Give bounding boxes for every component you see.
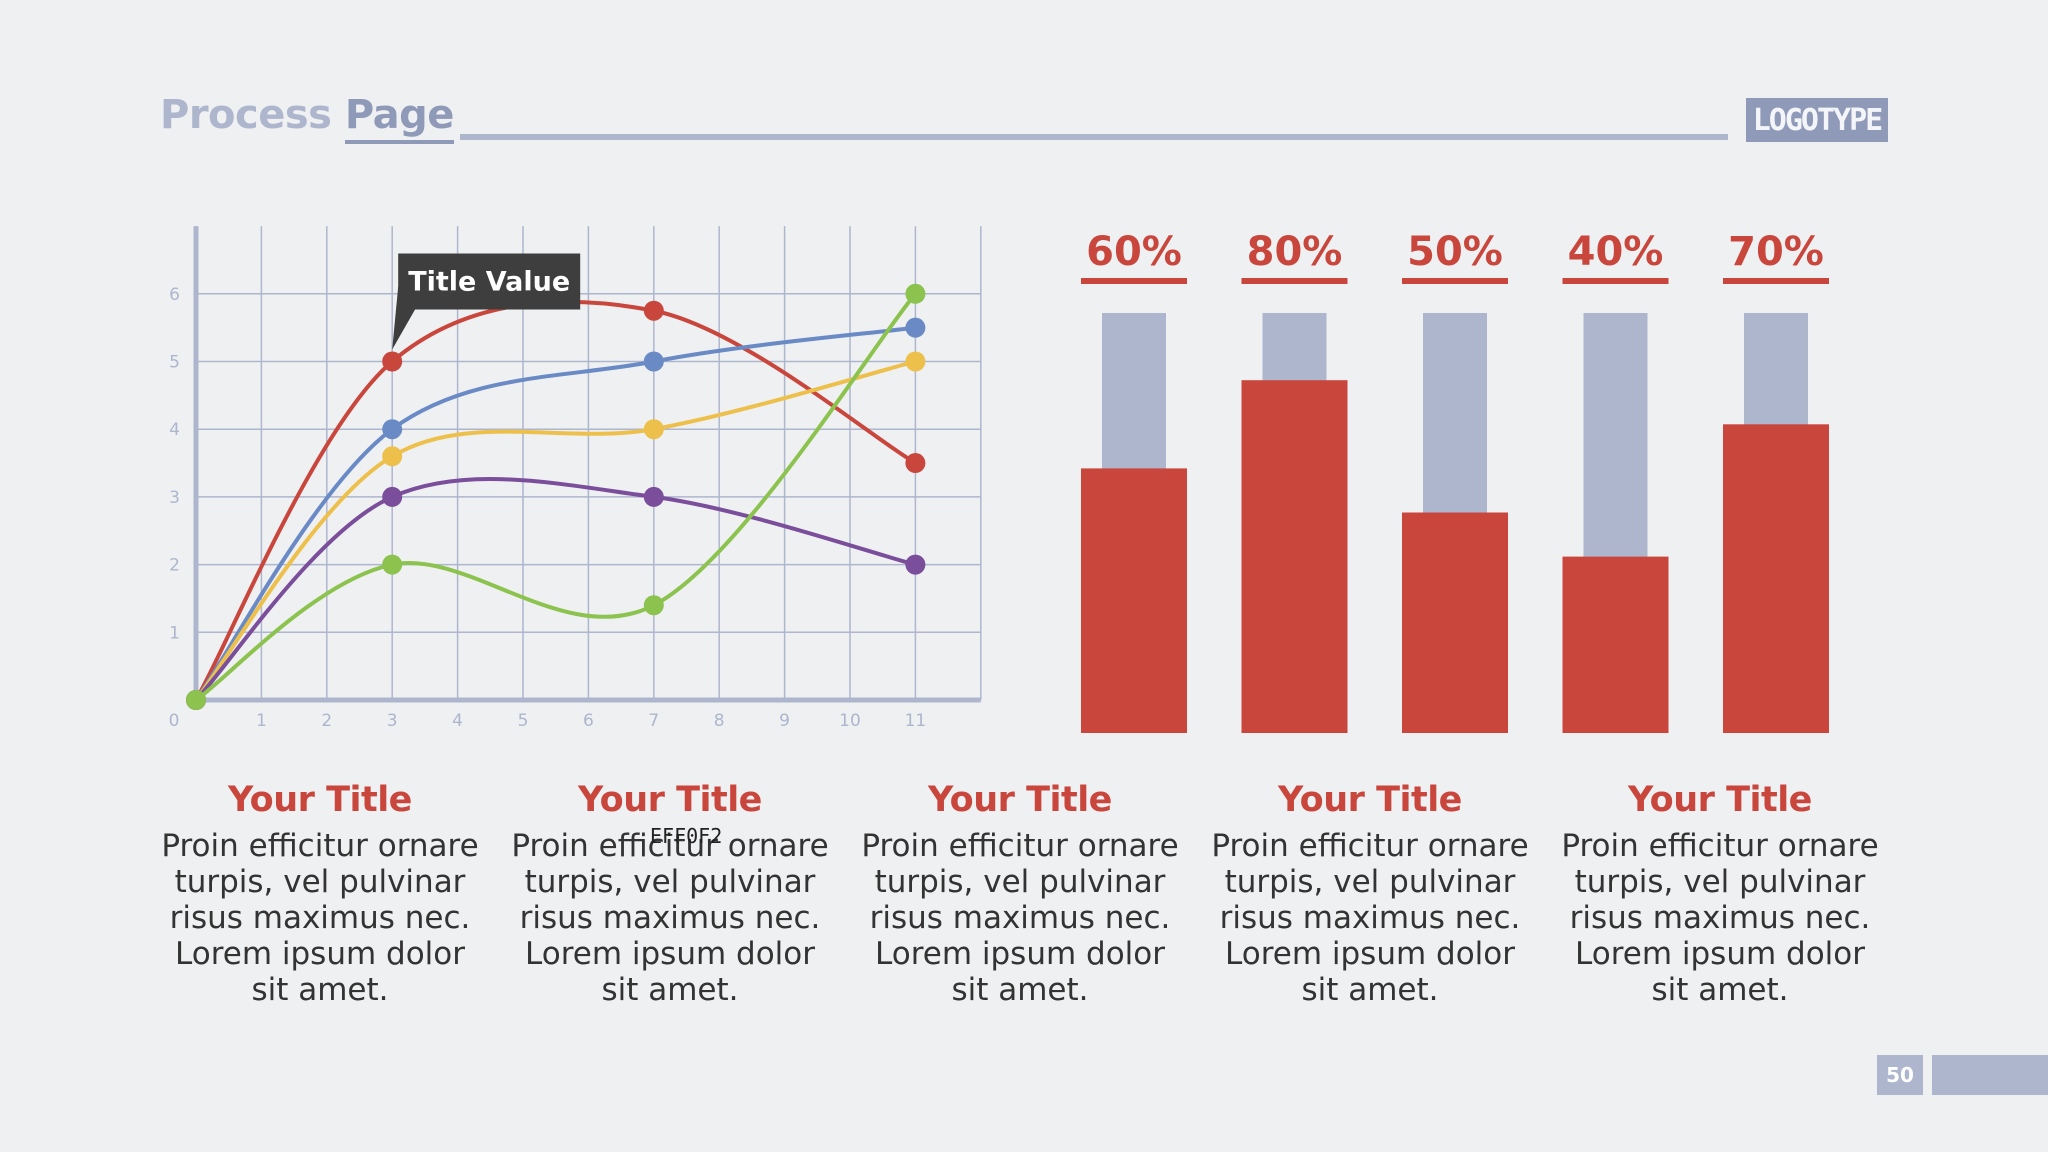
data-point [382, 486, 403, 507]
x-tick-label: 1 [256, 711, 267, 731]
info-cards: Your Title Proin efficitur ornare turpis… [145, 780, 1895, 1008]
page-number-bar [1932, 1055, 2048, 1095]
bar-value-label: 70% [1728, 229, 1824, 275]
series-2 [186, 317, 926, 710]
bar [1081, 468, 1187, 733]
y-tick-label: 2 [169, 556, 180, 576]
page-title: Process Page [160, 92, 454, 144]
data-point [382, 446, 403, 467]
y-tick-label: 5 [169, 353, 180, 373]
y-tick-label: 4 [169, 420, 180, 440]
bar [1562, 556, 1669, 733]
card-text: Proin efficitur ornare turpis, vel pulvi… [511, 828, 829, 1008]
data-point [905, 554, 926, 575]
x-tick-label: 9 [779, 711, 790, 731]
x-tick-label: 2 [321, 711, 332, 731]
stray-color-label: EFF0F2 [650, 824, 723, 848]
bar-value-label: 80% [1247, 229, 1343, 275]
series-3 [186, 351, 926, 710]
y-tick-label: 3 [169, 488, 180, 508]
header-rule [460, 134, 1728, 140]
card-title: Your Title [1278, 780, 1462, 820]
bar-label-underline [1723, 278, 1829, 284]
data-point [905, 453, 926, 474]
card-text: Proin efficitur ornare turpis, vel pulvi… [1561, 828, 1879, 1008]
y-tick-label: 1 [169, 623, 180, 643]
logo: LOGOTYPE [1746, 98, 1888, 142]
info-card: Your Title Proin efficitur ornare turpis… [495, 780, 845, 1008]
bar-value-label: 40% [1568, 229, 1664, 275]
info-card: Your Title Proin efficitur ornare turpis… [1545, 780, 1895, 1008]
info-card: Your Title Proin efficitur ornare turpis… [845, 780, 1195, 1008]
x-tick-label: 7 [648, 711, 659, 731]
series-line [194, 477, 918, 702]
bar-group: 80% [1241, 229, 1348, 733]
data-point [382, 554, 403, 575]
card-title: Your Title [928, 780, 1112, 820]
bar-value-label: 50% [1407, 229, 1503, 275]
data-point [905, 283, 926, 304]
data-point [186, 690, 206, 710]
bar-chart: 60% 80% 50% 40% 70% [1081, 229, 1829, 733]
bar-group: 60% [1081, 229, 1187, 733]
series-5 [186, 283, 926, 710]
data-point [382, 419, 403, 440]
bar-label-underline [1562, 278, 1669, 284]
data-point [643, 419, 664, 440]
card-title: Your Title [1628, 780, 1812, 820]
bar-label-underline [1081, 278, 1187, 284]
bar-group: 40% [1562, 229, 1669, 733]
x-tick-label: 4 [452, 711, 463, 731]
data-point [643, 300, 664, 321]
data-point [643, 486, 664, 507]
bar-value-label: 60% [1086, 229, 1182, 275]
card-text: Proin efficitur ornare turpis, vel pulvi… [161, 828, 479, 1008]
info-card: Your Title Proin efficitur ornare turpis… [145, 780, 495, 1008]
bar-label-underline [1241, 278, 1348, 284]
page-title-strong: Page [344, 92, 454, 144]
x-tick-label: 10 [839, 711, 861, 731]
x-tick-label: 3 [387, 711, 398, 731]
data-point [643, 595, 664, 616]
bar [1241, 380, 1348, 733]
series-line [194, 291, 918, 702]
x-tick-label: 8 [714, 711, 725, 731]
chart-grid [196, 226, 982, 700]
page-number: 50 [1877, 1055, 1923, 1095]
y-tick-label: 6 [169, 285, 180, 305]
data-point [382, 351, 403, 372]
x-tick-label: 11 [905, 711, 927, 731]
card-title: Your Title [228, 780, 412, 820]
series-4 [186, 477, 926, 710]
series-line [194, 359, 918, 702]
bar-label-underline [1402, 278, 1508, 284]
x-tick-label: 6 [583, 711, 594, 731]
series-line [194, 325, 918, 702]
bar-group: 70% [1723, 229, 1829, 733]
callout-box [398, 253, 581, 310]
x-tick-label: 0 [169, 711, 180, 731]
data-point [643, 351, 664, 372]
info-card: Your Title Proin efficitur ornare turpis… [1195, 780, 1545, 1008]
x-tick-label: 5 [518, 711, 529, 731]
bar [1402, 512, 1508, 733]
bar-group: 50% [1402, 229, 1508, 733]
card-text: Proin efficitur ornare turpis, vel pulvi… [861, 828, 1179, 1008]
data-point [905, 317, 926, 338]
card-title: Your Title [578, 780, 762, 820]
bar [1723, 424, 1829, 733]
data-point [905, 351, 926, 372]
card-text: Proin efficitur ornare turpis, vel pulvi… [1211, 828, 1529, 1008]
page-title-light: Process [160, 92, 332, 138]
annotation-callout: Title Value [392, 253, 581, 350]
callout-text: Title Value [408, 267, 570, 298]
